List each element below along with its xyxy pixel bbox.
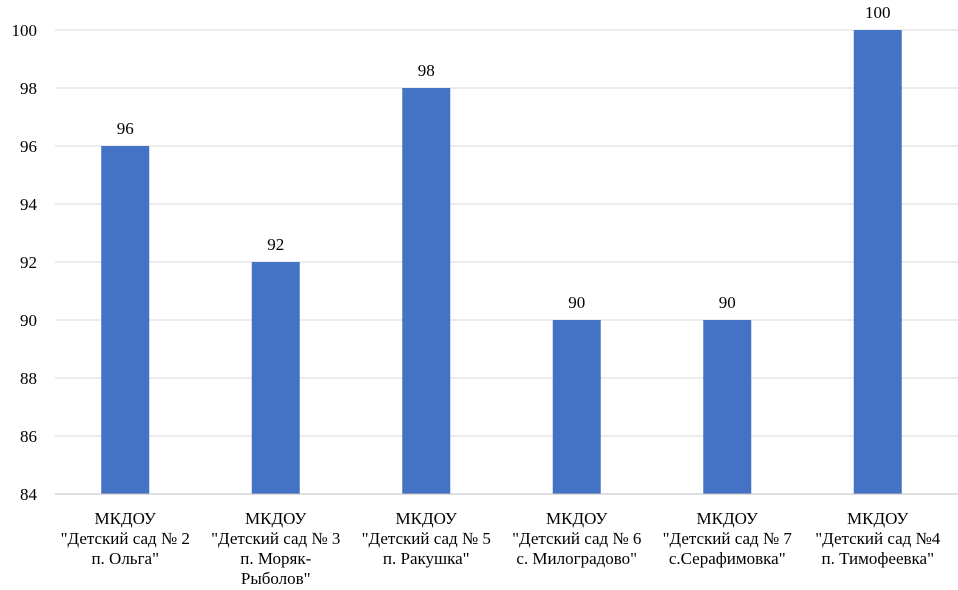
y-axis-tick-labels: 84 86 88 90 92 94 96 98 100 [12, 21, 38, 504]
x-category-label-line: "Детский сад № 3 [211, 529, 340, 548]
bars [101, 30, 902, 494]
bar [101, 146, 150, 494]
gridlines [55, 29, 958, 437]
data-label: 100 [865, 3, 891, 22]
x-category-label-line: МКДОУ [697, 509, 759, 528]
bar [552, 320, 601, 494]
y-tick-label: 86 [20, 427, 37, 446]
x-category-label-line: "Детский сад № 5 [362, 529, 491, 548]
x-category-label-line: МКДОУ [847, 509, 909, 528]
y-tick-label: 90 [20, 311, 37, 330]
x-category-label-line: п. Ракушка" [383, 549, 470, 568]
x-category-label-line: "Детский сад № 6 [512, 529, 641, 548]
bar [853, 30, 902, 494]
x-category-label-line: МКДОУ [95, 509, 157, 528]
x-category-label-line: п. Моряк- [240, 549, 311, 568]
x-category-label-line: с. Милоградово" [516, 549, 637, 568]
data-label: 90 [719, 293, 736, 312]
x-category-label-line: п. Тимофеевка" [821, 549, 934, 568]
y-tick-label: 96 [20, 137, 37, 156]
y-tick-label: 92 [20, 253, 37, 272]
data-label: 90 [568, 293, 585, 312]
data-labels: 96 92 98 90 90 100 [117, 3, 891, 312]
y-tick-label: 84 [20, 485, 38, 504]
y-tick-label: 98 [20, 79, 37, 98]
x-category-label-line: МКДОУ [546, 509, 608, 528]
x-category-label-line: с.Серафимовка" [669, 549, 786, 568]
x-category-label-line: п. Ольга" [91, 549, 159, 568]
y-tick-label: 88 [20, 369, 37, 388]
bar [402, 88, 451, 494]
x-axis-category-labels: МКДОУ"Детский сад № 2п. Ольга"МКДОУ"Детс… [61, 509, 941, 588]
x-category-label-line: "Детский сад № 2 [61, 529, 190, 548]
data-label: 98 [418, 61, 435, 80]
x-category-label-line: Рыболов" [241, 569, 311, 588]
x-category-label-line: МКДОУ [245, 509, 307, 528]
y-tick-label: 94 [20, 195, 38, 214]
x-category-label-line: "Детский сад № 7 [663, 529, 793, 548]
bar [703, 320, 752, 494]
x-category-label-line: "Детский сад №4 [815, 529, 941, 548]
y-tick-label: 100 [12, 21, 38, 40]
x-category-label-line: МКДОУ [396, 509, 458, 528]
data-label: 96 [117, 119, 134, 138]
bar [251, 262, 300, 494]
data-label: 92 [267, 235, 284, 254]
